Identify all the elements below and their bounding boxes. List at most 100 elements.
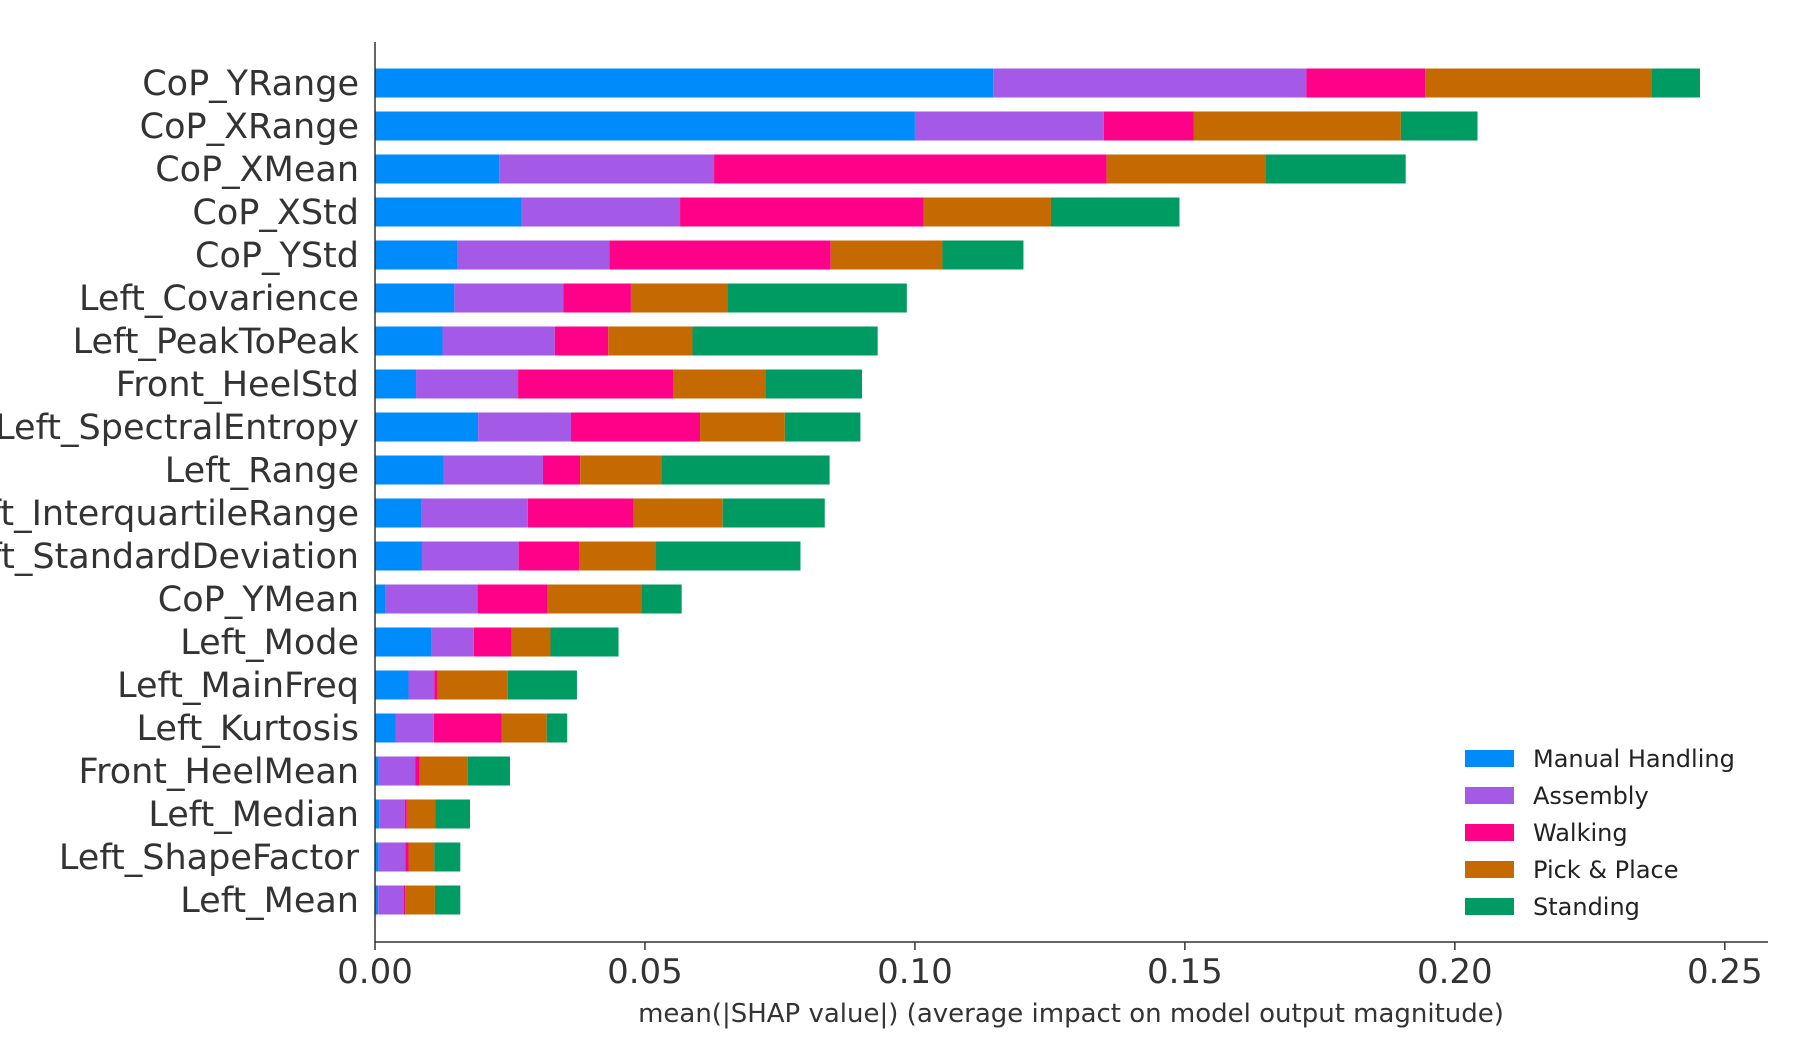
bar-segment-5-0: [375, 283, 455, 313]
y-tick-label: Left_Mode: [180, 623, 359, 663]
bar-segment-8-0: [375, 412, 479, 442]
y-tick-label: Left_Mean: [180, 881, 359, 921]
legend-label: Pick & Place: [1533, 856, 1679, 884]
bar-segment-17-0: [375, 799, 380, 829]
bar-segment-3-2: [680, 197, 924, 227]
bar-segment-0-4: [1651, 68, 1700, 98]
bar-segment-19-4: [434, 885, 461, 915]
y-tick-label: Left_Range: [165, 451, 359, 491]
bar-segment-1-2: [1103, 111, 1194, 141]
bar-segment-8-4: [784, 412, 861, 442]
bar-segment-10-3: [633, 498, 723, 528]
bar-segment-15-0: [375, 713, 396, 743]
bar-segment-6-0: [375, 326, 443, 356]
bar-segment-7-0: [375, 369, 417, 399]
y-tick-label: CoP_YRange: [142, 64, 359, 104]
x-tick-label: 0.20: [1417, 952, 1493, 992]
bar-segment-0-2: [1306, 68, 1426, 98]
bar-segment-13-3: [511, 627, 551, 657]
bar-segment-0-3: [1425, 68, 1652, 98]
bar-segment-8-2: [570, 412, 701, 442]
y-tick-label: Left_ShapeFactor: [59, 838, 360, 878]
bar-segment-9-1: [443, 455, 543, 485]
bar-segment-7-2: [518, 369, 674, 399]
y-tick-label: CoP_XStd: [192, 193, 359, 233]
bar-segment-1-3: [1193, 111, 1401, 141]
bar-segment-8-1: [478, 412, 571, 442]
bar-segment-2-2: [714, 154, 1107, 184]
bar-segment-17-1: [379, 799, 405, 829]
bar-segment-12-3: [547, 584, 642, 614]
bar-segment-2-1: [499, 154, 715, 184]
bar-segment-6-2: [554, 326, 609, 356]
bar-segment-19-0: [375, 885, 379, 915]
bar-segment-2-3: [1106, 154, 1266, 184]
bar-segment-4-2: [609, 240, 831, 270]
bar-segment-9-3: [580, 455, 662, 485]
x-axis-label: mean(|SHAP value|) (average impact on mo…: [638, 999, 1504, 1029]
bar-segment-11-4: [655, 541, 801, 571]
bar-segment-1-4: [1400, 111, 1478, 141]
bar-segment-17-3: [406, 799, 436, 829]
bar-segment-18-2: [405, 842, 409, 872]
bar-segment-12-2: [477, 584, 548, 614]
bar-segment-7-4: [765, 369, 863, 399]
bar-segment-3-0: [375, 197, 522, 227]
bar-segment-14-2: [434, 670, 438, 700]
legend-label: Manual Handling: [1533, 745, 1735, 773]
x-tick-label: 0.05: [607, 952, 683, 992]
bar-segment-11-2: [518, 541, 580, 571]
bar-segment-12-1: [385, 584, 478, 614]
bar-segment-15-4: [546, 713, 568, 743]
x-tick-label: 0.00: [337, 952, 413, 992]
bar-segment-11-0: [375, 541, 422, 571]
x-tick-label: 0.10: [877, 952, 953, 992]
bar-segment-16-4: [467, 756, 510, 786]
y-tick-label: Left_SpectralEntropy: [0, 408, 359, 448]
bar-segment-14-1: [408, 670, 435, 700]
bar-segment-0-0: [375, 68, 994, 98]
bar-segment-10-1: [421, 498, 528, 528]
bar-segment-7-3: [673, 369, 766, 399]
bar-segment-19-3: [405, 885, 435, 915]
bar-area: [375, 68, 1700, 915]
bar-segment-10-0: [375, 498, 422, 528]
bar-segment-9-2: [542, 455, 581, 485]
bar-segment-17-2: [404, 799, 407, 829]
x-axis-ticks: 0.00 0.05 0.10 0.15 0.20 0.25: [337, 942, 1763, 992]
bar-segment-19-1: [378, 885, 404, 915]
bar-segment-15-1: [395, 713, 434, 743]
bar-segment-1-1: [914, 111, 1104, 141]
bar-segment-1-0: [375, 111, 915, 141]
bar-segment-5-1: [454, 283, 564, 313]
y-tick-label: Left_Kurtosis: [137, 709, 359, 749]
bar-segment-16-3: [419, 756, 468, 786]
bar-segment-5-4: [727, 283, 907, 313]
y-tick-label: CoP_YStd: [195, 236, 359, 276]
legend-label: Walking: [1533, 819, 1628, 847]
bar-segment-0-1: [993, 68, 1307, 98]
bar-segment-16-2: [415, 756, 420, 786]
y-tick-label: CoP_XMean: [155, 150, 359, 190]
bar-segment-14-3: [437, 670, 508, 700]
bar-segment-18-1: [378, 842, 406, 872]
bar-segment-6-1: [442, 326, 555, 356]
y-tick-label: Left_Covarience: [79, 279, 359, 319]
bar-segment-15-3: [501, 713, 547, 743]
bar-segment-13-0: [375, 627, 432, 657]
bar-segment-9-4: [661, 455, 830, 485]
bar-segment-14-4: [507, 670, 577, 700]
x-tick-label: 0.25: [1687, 952, 1763, 992]
y-tick-label: CoP_YMean: [158, 580, 359, 620]
bar-segment-12-0: [375, 584, 386, 614]
bar-segment-3-4: [1050, 197, 1180, 227]
bar-segment-3-1: [521, 197, 681, 227]
bar-segment-16-0: [375, 756, 379, 786]
y-tick-label: Left_MainFreq: [117, 666, 359, 706]
bar-segment-11-1: [421, 541, 519, 571]
y-tick-label: Left_InterquartileRange: [0, 494, 359, 534]
bar-segment-19-2: [403, 885, 406, 915]
bar-segment-5-2: [563, 283, 631, 313]
legend-swatch: [1465, 898, 1514, 915]
bar-segment-9-0: [375, 455, 444, 485]
